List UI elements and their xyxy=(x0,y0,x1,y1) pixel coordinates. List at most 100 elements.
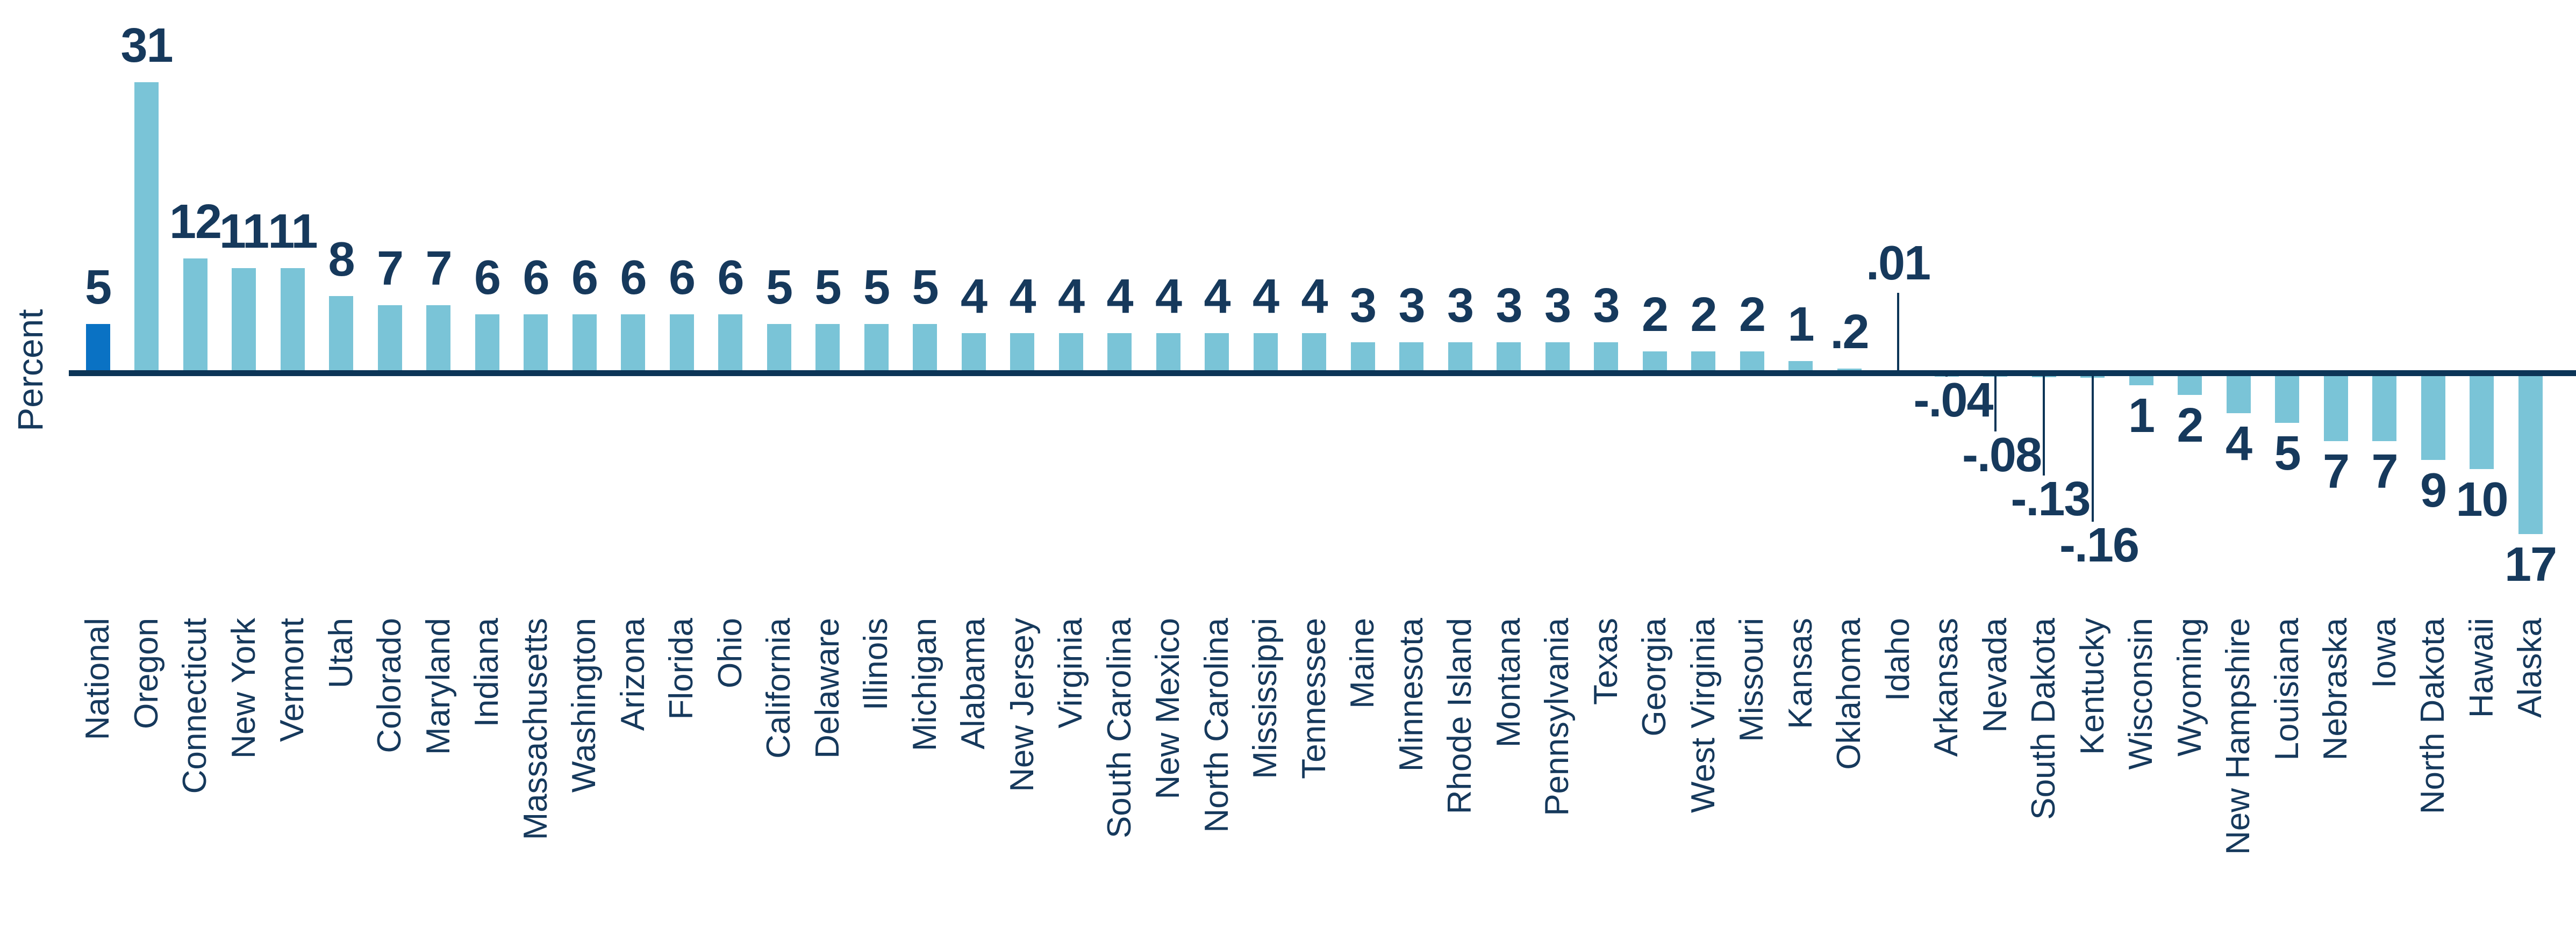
value-label: 9 xyxy=(2420,463,2447,517)
x-tick-label: Washington xyxy=(566,618,603,793)
value-label: -.04 xyxy=(1913,373,1993,427)
bar xyxy=(2421,376,2445,460)
bar xyxy=(2323,376,2348,442)
value-label: 6 xyxy=(571,251,598,305)
bar xyxy=(1837,368,1862,370)
value-label: 6 xyxy=(620,251,647,305)
x-tick-label: Alaska xyxy=(2511,618,2549,718)
x-tick-label: South Carolina xyxy=(1100,618,1138,839)
x-tick-label: Nevada xyxy=(1976,618,2014,733)
bar xyxy=(85,323,110,370)
bar xyxy=(2226,376,2251,414)
bar xyxy=(913,323,937,370)
bar xyxy=(767,323,791,370)
bar xyxy=(1497,342,1521,370)
value-label: 11 xyxy=(219,204,269,258)
bar xyxy=(669,314,694,370)
x-tick-label: Indiana xyxy=(468,618,505,728)
x-tick-label: Utah xyxy=(322,618,360,688)
x-tick-label: Wisconsin xyxy=(2122,618,2159,770)
bar xyxy=(961,333,986,370)
x-tick-label: Oregon xyxy=(127,618,165,729)
x-tick-label: Ohio xyxy=(711,618,749,688)
value-label: 2 xyxy=(1641,288,1669,342)
value-label: 5 xyxy=(2274,426,2301,480)
bar xyxy=(2518,376,2543,535)
value-label: 2 xyxy=(1690,288,1717,342)
x-tick-label: Iowa xyxy=(2365,618,2403,688)
x-tick-label: Maryland xyxy=(419,618,457,755)
x-tick-label: New York xyxy=(225,618,262,759)
x-tick-label: Georgia xyxy=(1636,618,1673,737)
x-tick-label: Missouri xyxy=(1733,618,1770,742)
x-tick-label: Pennsylvania xyxy=(1539,618,1576,816)
value-label: 4 xyxy=(960,269,988,323)
bar xyxy=(1205,333,1229,370)
value-label: 17 xyxy=(2504,538,2557,592)
value-label: 3 xyxy=(1349,279,1377,333)
value-label: 31 xyxy=(120,18,173,73)
leader-line xyxy=(1897,293,1899,370)
bar xyxy=(1788,361,1813,370)
value-label: 10 xyxy=(2456,473,2508,527)
x-tick-label: West Virginia xyxy=(1684,618,1722,813)
value-label: 3 xyxy=(1544,279,1571,333)
value-label: 4 xyxy=(1204,269,1230,323)
bar xyxy=(621,314,645,370)
bar xyxy=(1642,351,1667,370)
x-tick-label: Arizona xyxy=(614,618,652,731)
value-label: .01 xyxy=(1865,236,1931,290)
x-tick-label: Alabama xyxy=(955,618,992,750)
bar xyxy=(232,268,256,370)
x-tick-label: Delaware xyxy=(808,618,846,759)
x-tick-label: Montana xyxy=(1490,618,1527,748)
value-label: -.08 xyxy=(1962,428,2042,482)
bar xyxy=(2372,376,2396,442)
x-tick-label: Wyoming xyxy=(2171,618,2208,757)
x-tick-label: Arkansas xyxy=(1928,618,1965,757)
x-tick-label: Minnesota xyxy=(1392,618,1430,772)
x-tick-label: Oklahoma xyxy=(1830,618,1867,770)
bar xyxy=(1253,333,1278,370)
x-tick-label: Kentucky xyxy=(2073,618,2111,755)
x-tick-label: Mississippi xyxy=(1247,618,1284,779)
x-tick-label: New Mexico xyxy=(1149,618,1186,800)
x-tick-label: Maine xyxy=(1344,618,1381,709)
value-label: 4 xyxy=(2225,417,2252,471)
value-label: .2 xyxy=(1830,305,1869,359)
bar xyxy=(280,268,305,370)
bar xyxy=(1740,351,1764,370)
bar xyxy=(1448,342,1472,370)
bar xyxy=(718,314,742,370)
bar xyxy=(377,305,402,370)
value-label: 3 xyxy=(1447,279,1474,333)
value-label: 3 xyxy=(1593,279,1620,333)
x-tick-label: Texas xyxy=(1587,618,1625,705)
bar xyxy=(2275,376,2299,423)
value-label: 3 xyxy=(1495,279,1522,333)
bar xyxy=(183,258,207,370)
x-tick-label: New Jersey xyxy=(1003,618,1041,792)
value-label: 1 xyxy=(2128,389,2155,443)
bar xyxy=(1058,333,1083,370)
value-label: 7 xyxy=(376,241,404,296)
x-tick-label: California xyxy=(760,618,797,759)
value-label: 7 xyxy=(425,241,452,296)
value-label: 8 xyxy=(328,232,355,286)
leader-line xyxy=(1994,376,1997,431)
value-label: 2 xyxy=(1738,288,1766,342)
value-label: 3 xyxy=(1398,279,1425,333)
bar xyxy=(1350,342,1375,370)
bar xyxy=(1302,333,1326,370)
x-tick-label: Illinois xyxy=(857,618,895,711)
x-tick-label: Florida xyxy=(663,618,700,720)
x-tick-label: Massachusetts xyxy=(517,618,554,840)
bar xyxy=(426,305,450,370)
value-label: 4 xyxy=(1057,269,1085,323)
leader-line xyxy=(1945,376,1948,377)
value-label: 5 xyxy=(765,260,793,314)
value-label: 5 xyxy=(863,260,890,314)
value-label: 4 xyxy=(1301,269,1328,323)
bar xyxy=(815,323,840,370)
